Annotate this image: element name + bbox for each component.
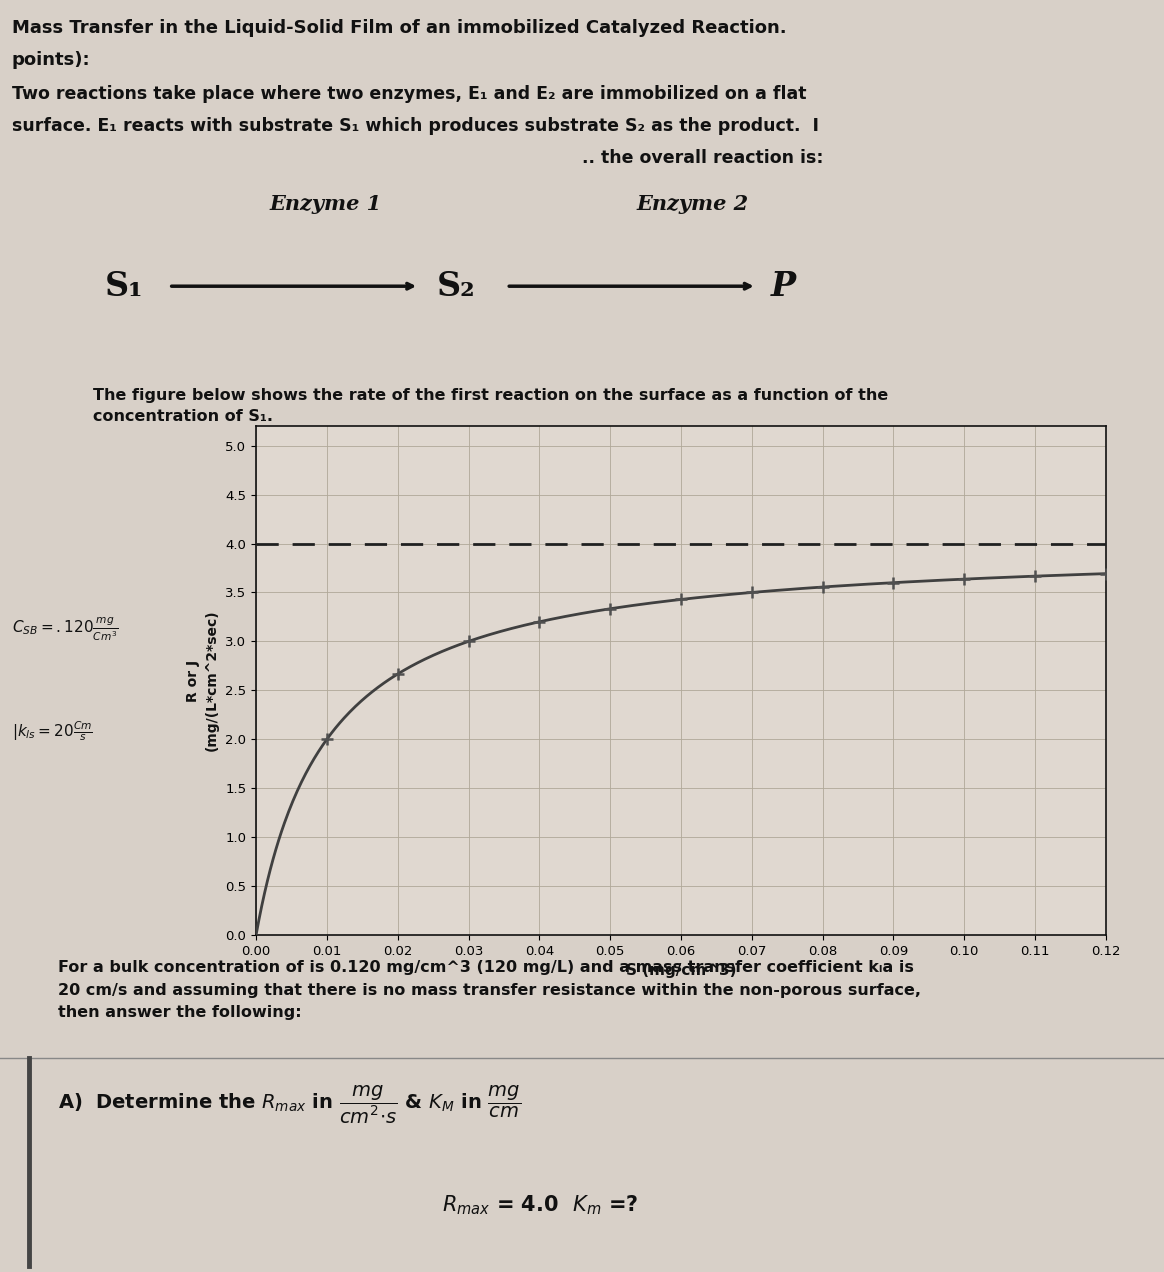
Text: $R_{max}$ = 4.0  $K_m$ =?: $R_{max}$ = 4.0 $K_m$ =? [442,1193,639,1217]
Y-axis label: R or J
(mg/(L*cm^2*sec): R or J (mg/(L*cm^2*sec) [186,609,219,752]
Text: $|k_{ls}=20\frac{Cm}{s}$: $|k_{ls}=20\frac{Cm}{s}$ [12,720,93,743]
Text: For a bulk concentration of is 0.120 mg/cm^3 (120 mg/L) and a mass transfer coef: For a bulk concentration of is 0.120 mg/… [58,960,921,1020]
Text: P: P [771,270,796,303]
Text: points):: points): [12,51,91,69]
Text: surface. E₁ reacts with substrate S₁ which produces substrate S₂ as the product.: surface. E₁ reacts with substrate S₁ whi… [12,117,818,135]
Text: The figure below shows the rate of the first reaction on the surface as a functi: The figure below shows the rate of the f… [93,388,888,424]
X-axis label: S (mg/cm^3): S (mg/cm^3) [626,963,736,978]
Text: S₂: S₂ [436,270,475,303]
Text: Mass Transfer in the Liquid-Solid Film of an immobilized Catalyzed Reaction.: Mass Transfer in the Liquid-Solid Film o… [12,19,786,37]
Text: S₁: S₁ [105,270,143,303]
Text: Enzyme 1: Enzyme 1 [270,193,382,214]
Text: .. the overall reaction is:: .. the overall reaction is: [582,149,823,167]
Text: Two reactions take place where two enzymes, E₁ and E₂ are immobilized on a flat: Two reactions take place where two enzym… [12,85,807,103]
Text: $C_{SB}=.120\frac{mg}{Cm^3}$: $C_{SB}=.120\frac{mg}{Cm^3}$ [12,616,118,644]
Text: A)  Determine the $R_{max}$ in $\dfrac{mg}{cm^2{\cdot}s}$ & $K_M$ in $\dfrac{mg}: A) Determine the $R_{max}$ in $\dfrac{mg… [58,1084,521,1126]
Text: Enzyme 2: Enzyme 2 [637,193,748,214]
